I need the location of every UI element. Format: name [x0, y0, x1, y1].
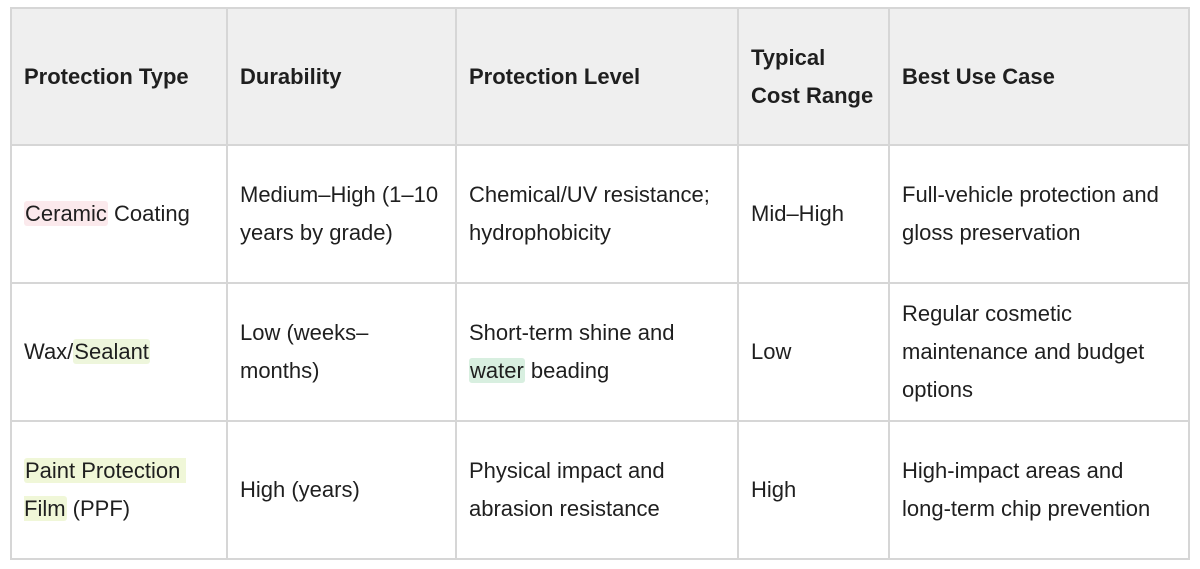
cell-text: Full-vehicle protection and gloss preser… [902, 182, 1165, 245]
highlighted-text: Sealant [73, 339, 150, 364]
table-cell: Short-term shine and water beading [455, 282, 739, 422]
cell-text: Wax/ [24, 339, 74, 364]
cell-text: High-impact areas and long-term chip pre… [902, 458, 1151, 521]
cell-text: Short-term shine and [469, 320, 681, 345]
header-row: Protection Type Durability Protection Leve… [10, 7, 1190, 146]
table-cell: Medium–High (1–10 years by grade) [226, 144, 457, 284]
cell-text: beading [524, 358, 610, 383]
cell-text: Medium–High (1–10 years by grade) [240, 182, 445, 245]
cell-text: Chemical/UV resistance; hydrophobicity [469, 182, 716, 245]
cell-text: (PPF) [66, 496, 131, 521]
cell-text: Mid–High [751, 201, 844, 226]
table-cell: High (years) [226, 420, 457, 560]
highlighted-text: Ceramic [24, 201, 108, 226]
table-cell: Low (weeks–months) [226, 282, 457, 422]
highlighted-text: water [469, 358, 525, 383]
header-cell: Durability [226, 7, 457, 146]
table-row: Paint Protection Film (PPF) High (years) P… [10, 420, 1190, 560]
cell-text: Regular cosmetic maintenance and budget … [902, 301, 1151, 402]
cell-text: Physical impact and abrasion resistance [469, 458, 671, 521]
table-body: Ceramic Coating Medium–High (1–10 years b… [10, 144, 1190, 560]
header-cell: Best Use Case [888, 7, 1190, 146]
comparison-table: Protection Type Durability Protection Leve… [10, 7, 1190, 560]
table-row: Ceramic Coating Medium–High (1–10 years b… [10, 144, 1190, 284]
table-cell: Regular cosmetic maintenance and budget … [888, 282, 1190, 422]
cell-text: High (years) [240, 477, 360, 502]
table-cell: Physical impact and abrasion resistance [455, 420, 739, 560]
header-cell: Protection Level [455, 7, 739, 146]
table-cell: Chemical/UV resistance; hydrophobicity [455, 144, 739, 284]
table-cell: Wax/Sealant [10, 282, 228, 422]
table-cell: Paint Protection Film (PPF) [10, 420, 228, 560]
table-cell: Full-vehicle protection and gloss preser… [888, 144, 1190, 284]
table-cell: High [737, 420, 890, 560]
cell-text: Coating [107, 201, 190, 226]
cell-text: Low (weeks–months) [240, 320, 369, 383]
header-cell: Typical Cost Range [737, 7, 890, 146]
table-cell: High-impact areas and long-term chip pre… [888, 420, 1190, 560]
cell-text: High [751, 477, 797, 502]
table-cell: Mid–High [737, 144, 890, 284]
header-cell: Protection Type [10, 7, 228, 146]
cell-text: Low [751, 339, 792, 364]
table-row: Wax/Sealant Low (weeks–months) Short-term … [10, 282, 1190, 422]
table-cell: Low [737, 282, 890, 422]
table-cell: Ceramic Coating [10, 144, 228, 284]
